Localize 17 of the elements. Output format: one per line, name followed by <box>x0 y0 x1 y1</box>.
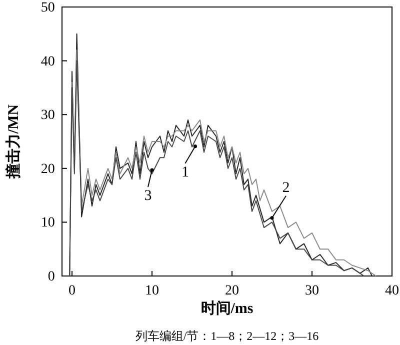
y-tick-label: 10 <box>40 216 55 231</box>
x-axis-title: 时间/ms <box>200 300 254 317</box>
y-tick-label: 20 <box>40 162 55 177</box>
y-axis-title: 撞击力/MN <box>5 104 22 180</box>
y-tick-label: 30 <box>40 108 55 124</box>
x-tick-label: 0 <box>68 283 76 298</box>
annotation: 3 <box>144 188 152 204</box>
x-tick-label: 30 <box>305 283 319 298</box>
annotation: 2 <box>282 180 290 196</box>
y-tick-label: 0 <box>48 269 55 284</box>
y-tick-label: 50 <box>40 0 55 16</box>
text: 列车编组/节：1—8；2—12；3—16 <box>135 329 319 343</box>
x-tick-label: 20 <box>225 283 239 298</box>
x-tick-label: 40 <box>385 283 399 298</box>
x-tick-label: 10 <box>145 283 159 298</box>
y-tick-label: 40 <box>40 54 55 70</box>
annotation: 1 <box>181 164 189 180</box>
